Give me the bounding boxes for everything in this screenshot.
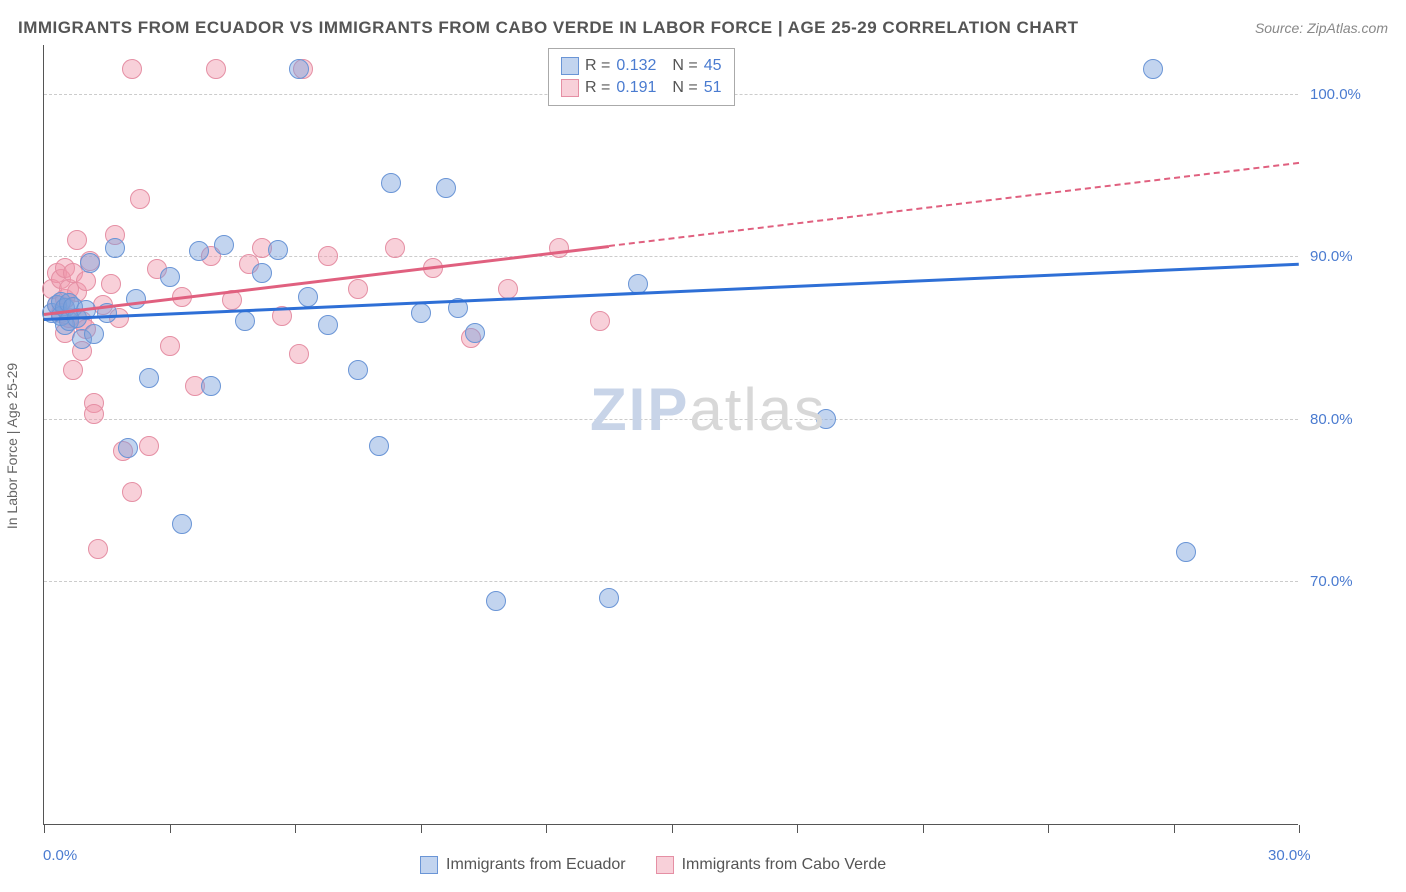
data-point [381,173,401,193]
data-point [289,344,309,364]
legend-n-value: 51 [704,77,722,99]
ytick-label: 80.0% [1310,411,1353,428]
xtick [44,825,45,833]
xtick [1174,825,1175,833]
data-point [214,235,234,255]
xtick-label: 0.0% [43,847,77,864]
data-point [88,539,108,559]
data-point [436,178,456,198]
ytick-label: 90.0% [1310,248,1353,265]
legend-r-label: R = [585,55,610,77]
data-point [1176,542,1196,562]
legend-swatch [561,79,579,97]
data-point [101,274,121,294]
legend-row: R = 0.132 N = 45 [561,55,722,77]
legend-swatch [656,856,674,874]
data-point [369,436,389,456]
data-point [84,404,104,424]
source-label: Source: ZipAtlas.com [1255,20,1388,36]
correlation-legend: R = 0.132 N = 45 R = 0.191 N = 51 [548,48,735,106]
regression-line [609,162,1299,247]
xtick [421,825,422,833]
data-point [1143,59,1163,79]
series-name: Immigrants from Cabo Verde [682,856,887,874]
xtick [797,825,798,833]
data-point [268,240,288,260]
legend-n-label: N = [672,55,697,77]
chart-title: IMMIGRANTS FROM ECUADOR VS IMMIGRANTS FR… [18,18,1079,38]
data-point [63,360,83,380]
legend-swatch [561,57,579,75]
data-point [139,368,159,388]
legend-r-value: 0.132 [616,55,656,77]
xtick-label: 30.0% [1268,847,1311,864]
data-point [298,287,318,307]
legend-r-value: 0.191 [616,77,656,99]
legend-swatch [420,856,438,874]
legend-n-value: 45 [704,55,722,77]
series-legend: Immigrants from Ecuador Immigrants from C… [420,856,886,874]
data-point [498,279,518,299]
data-point [122,59,142,79]
data-point [348,279,368,299]
data-point [206,59,226,79]
data-point [549,238,569,258]
ytick-label: 100.0% [1310,86,1361,103]
xtick [672,825,673,833]
xtick [1048,825,1049,833]
xtick [170,825,171,833]
xtick [546,825,547,833]
data-point [67,230,87,250]
data-point [318,315,338,335]
scatter-plot [43,45,1298,825]
ytick-label: 70.0% [1310,573,1353,590]
gridline [44,419,1298,420]
data-point [122,482,142,502]
data-point [411,303,431,323]
data-point [201,376,221,396]
data-point [235,311,255,331]
data-point [486,591,506,611]
legend-r-label: R = [585,77,610,99]
data-point [80,253,100,273]
data-point [160,267,180,287]
legend-item: Immigrants from Ecuador [420,856,626,874]
data-point [590,311,610,331]
data-point [599,588,619,608]
data-point [189,241,209,261]
data-point [289,59,309,79]
data-point [348,360,368,380]
data-point [130,189,150,209]
legend-item: Immigrants from Cabo Verde [656,856,887,874]
data-point [160,336,180,356]
data-point [318,246,338,266]
xtick [1299,825,1300,833]
xtick [923,825,924,833]
data-point [139,436,159,456]
data-point [84,324,104,344]
data-point [172,514,192,534]
data-point [816,409,836,429]
data-point [465,323,485,343]
data-point [252,263,272,283]
series-name: Immigrants from Ecuador [446,856,626,874]
data-point [385,238,405,258]
xtick [295,825,296,833]
legend-row: R = 0.191 N = 51 [561,77,722,99]
data-point [76,271,96,291]
gridline [44,581,1298,582]
data-point [105,238,125,258]
y-axis-label: In Labor Force | Age 25-29 [4,363,20,529]
data-point [118,438,138,458]
gridline [44,256,1298,257]
legend-n-label: N = [672,77,697,99]
